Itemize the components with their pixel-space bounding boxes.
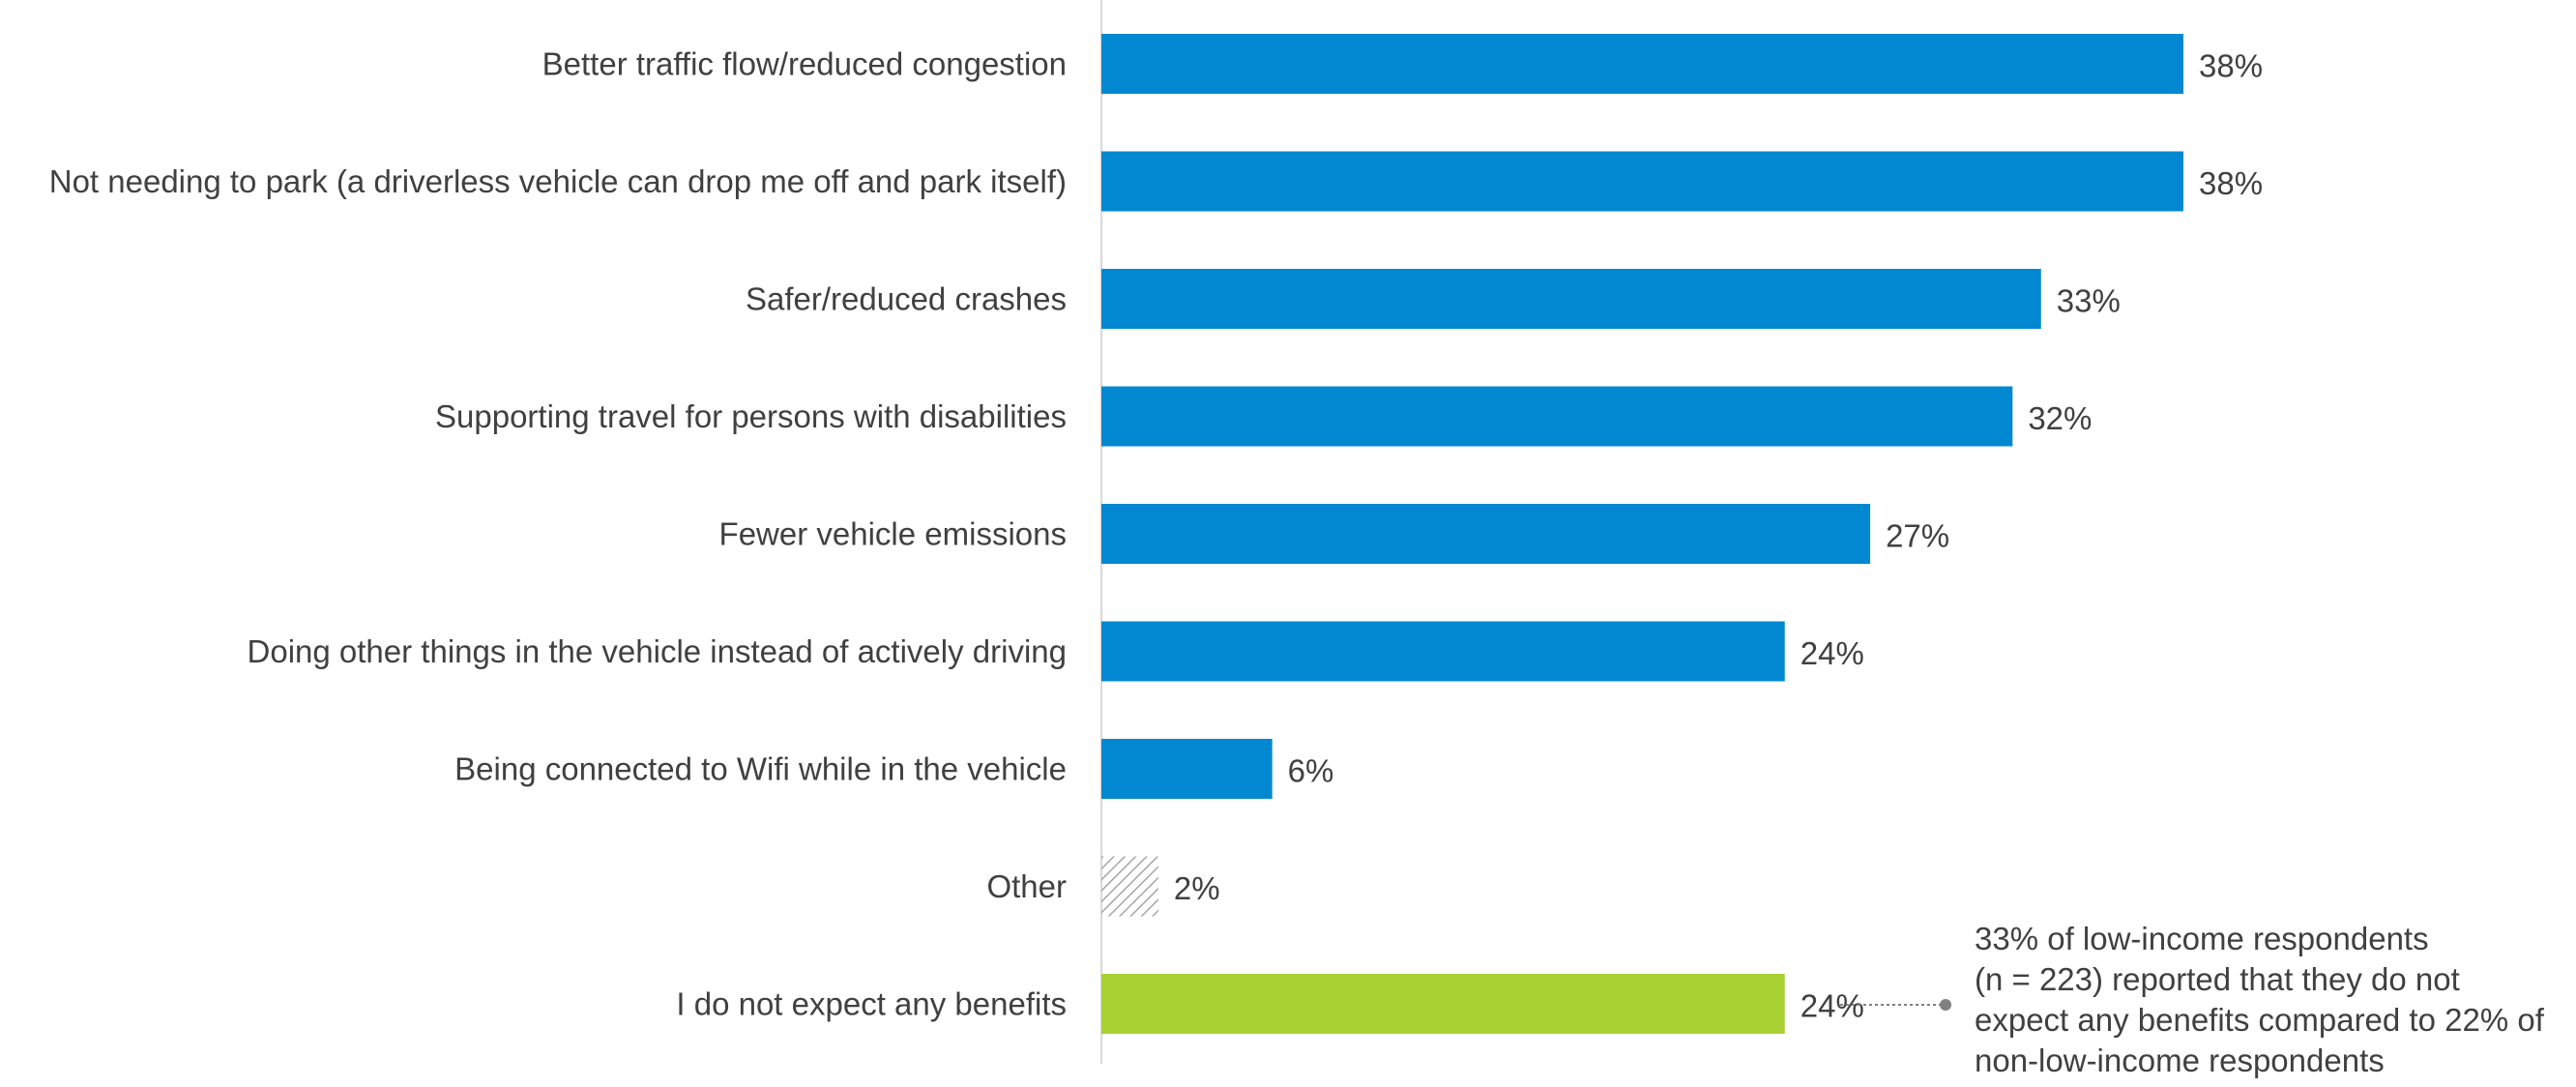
bar-6 bbox=[1101, 621, 1785, 682]
bar-2 bbox=[1101, 151, 2183, 212]
category-labels-group: Better traffic flow/reduced congestion No… bbox=[49, 46, 1067, 1022]
bar-7 bbox=[1101, 739, 1273, 799]
connector-dot bbox=[1940, 999, 1951, 1011]
annotation-note: 33% of low-income respondents (n = 223) … bbox=[1975, 919, 2574, 1081]
bar-1 bbox=[1101, 34, 2183, 94]
category-label-1: Better traffic flow/reduced congestion bbox=[542, 46, 1067, 82]
category-label-3: Safer/reduced crashes bbox=[746, 281, 1067, 317]
bar-8 bbox=[1101, 856, 1158, 917]
value-label-7: 6% bbox=[1288, 753, 1334, 789]
value-label-6: 24% bbox=[1800, 635, 1864, 671]
category-label-9: I do not expect any benefits bbox=[676, 986, 1067, 1022]
value-label-3: 33% bbox=[2057, 283, 2121, 319]
bar-9 bbox=[1101, 974, 1785, 1034]
category-label-4: Supporting travel for persons with disab… bbox=[435, 398, 1067, 434]
bar-4 bbox=[1101, 386, 2013, 447]
category-label-2: Not needing to park (a driverless vehicl… bbox=[49, 163, 1067, 199]
annotation-line-4: non-low-income respondents bbox=[1975, 1043, 2385, 1078]
annotation-line-2: (n = 223) reported that they do not bbox=[1975, 961, 2460, 997]
category-label-7: Being connected to Wifi while in the veh… bbox=[454, 751, 1067, 787]
bars-group bbox=[1101, 34, 2183, 1034]
annotation-connector bbox=[1840, 999, 1951, 1011]
bar-5 bbox=[1101, 504, 1871, 564]
category-label-8: Other bbox=[986, 868, 1067, 904]
value-label-5: 27% bbox=[1886, 518, 1949, 554]
category-label-5: Fewer vehicle emissions bbox=[719, 516, 1067, 552]
category-label-6: Doing other things in the vehicle instea… bbox=[248, 633, 1067, 669]
value-label-1: 38% bbox=[2199, 48, 2263, 84]
value-label-8: 2% bbox=[1174, 870, 1220, 906]
bar-3 bbox=[1101, 269, 2041, 329]
annotation-line-3: expect any benefits compared to 22% of bbox=[1975, 1002, 2544, 1038]
value-labels-group: 38%38%33%32%27%24%6%2%24% bbox=[1174, 48, 2263, 1024]
value-label-4: 32% bbox=[2028, 400, 2092, 436]
value-label-2: 38% bbox=[2199, 165, 2263, 201]
annotation-line-1: 33% of low-income respondents bbox=[1975, 921, 2429, 956]
